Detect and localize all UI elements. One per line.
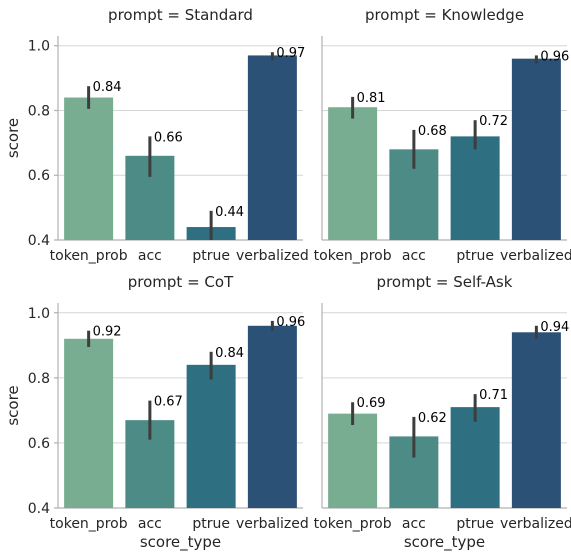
bar-value-label: 0.96 bbox=[276, 315, 305, 330]
facet-panel-cot: prompt = CoT 0.92 token_prob 0.67 acc 0.84 ptr… bbox=[4, 273, 309, 552]
y-axis-label: score bbox=[4, 385, 22, 425]
x-tick-label: token_prob bbox=[50, 248, 128, 264]
bar-value-label: 0.67 bbox=[154, 395, 183, 410]
y-tick-label: 0.8 bbox=[28, 371, 50, 387]
bar-value-label: 0.96 bbox=[540, 49, 569, 64]
facet-title: prompt = Knowledge bbox=[365, 6, 524, 24]
bar-value-label: 0.44 bbox=[215, 205, 244, 220]
facet-panel-self-ask: prompt = Self-Ask 0.69 token_prob 0.62 acc 0.… bbox=[314, 273, 571, 552]
bar-token_prob bbox=[64, 338, 114, 508]
bar-value-label: 0.92 bbox=[93, 325, 122, 340]
bar-value-label: 0.71 bbox=[479, 388, 508, 403]
x-axis-label: score_type bbox=[404, 533, 485, 552]
bar-value-label: 0.84 bbox=[215, 346, 244, 361]
facet-title: prompt = Self-Ask bbox=[377, 273, 513, 291]
facet-panel-standard: prompt = Standard 0.84 token_prob 0.66 acc 0.… bbox=[4, 6, 309, 264]
x-axis-label: score_type bbox=[140, 533, 221, 552]
bar-value-label: 0.62 bbox=[418, 411, 447, 426]
y-tick-label: 0.4 bbox=[28, 233, 50, 249]
x-tick-label: ptrue bbox=[456, 248, 494, 264]
bar-verbalized bbox=[247, 55, 297, 240]
bar-value-label: 0.66 bbox=[154, 130, 183, 145]
y-tick-label: 1.0 bbox=[28, 306, 50, 322]
x-tick-label: ptrue bbox=[456, 516, 494, 532]
x-tick-label: token_prob bbox=[50, 516, 128, 532]
facet-panel-knowledge: prompt = Knowledge 0.81 token_prob 0.68 acc 0… bbox=[314, 6, 571, 264]
bar-token_prob bbox=[328, 107, 378, 240]
bar-token_prob bbox=[64, 97, 114, 241]
y-tick-label: 0.6 bbox=[28, 436, 50, 452]
x-tick-label: acc bbox=[402, 516, 426, 532]
x-tick-label: verbalized bbox=[236, 248, 309, 264]
x-tick-label: verbalized bbox=[500, 248, 571, 264]
y-tick-label: 0.6 bbox=[28, 168, 50, 184]
x-tick-label: acc bbox=[138, 248, 162, 264]
bar-value-label: 0.81 bbox=[357, 91, 386, 106]
bar-value-label: 0.94 bbox=[540, 320, 569, 335]
bar-value-label: 0.69 bbox=[357, 396, 386, 411]
bar-token_prob bbox=[328, 413, 378, 508]
y-tick-label: 0.8 bbox=[28, 103, 50, 119]
bar-ptrue bbox=[186, 364, 236, 508]
x-tick-label: ptrue bbox=[192, 516, 230, 532]
x-tick-label: token_prob bbox=[314, 248, 392, 264]
x-tick-label: ptrue bbox=[192, 248, 230, 264]
x-tick-label: acc bbox=[138, 516, 162, 532]
bar-verbalized bbox=[511, 58, 561, 240]
y-tick-label: 1.0 bbox=[28, 39, 50, 55]
bar-verbalized bbox=[247, 325, 297, 508]
bar-value-label: 0.68 bbox=[418, 124, 447, 139]
x-tick-label: acc bbox=[402, 248, 426, 264]
bar-value-label: 0.72 bbox=[479, 114, 508, 129]
bar-verbalized bbox=[511, 332, 561, 508]
facet-title: prompt = CoT bbox=[128, 273, 234, 291]
bar-ptrue bbox=[450, 407, 500, 508]
bar-value-label: 0.97 bbox=[276, 46, 305, 61]
y-axis-label: score bbox=[4, 118, 22, 158]
x-tick-label: token_prob bbox=[314, 516, 392, 532]
x-tick-label: verbalized bbox=[236, 516, 309, 532]
y-tick-label: 0.4 bbox=[28, 501, 50, 517]
bar-value-label: 0.84 bbox=[93, 80, 122, 95]
facet-title: prompt = Standard bbox=[108, 6, 253, 24]
bar-ptrue bbox=[450, 136, 500, 240]
x-tick-label: verbalized bbox=[500, 516, 571, 532]
